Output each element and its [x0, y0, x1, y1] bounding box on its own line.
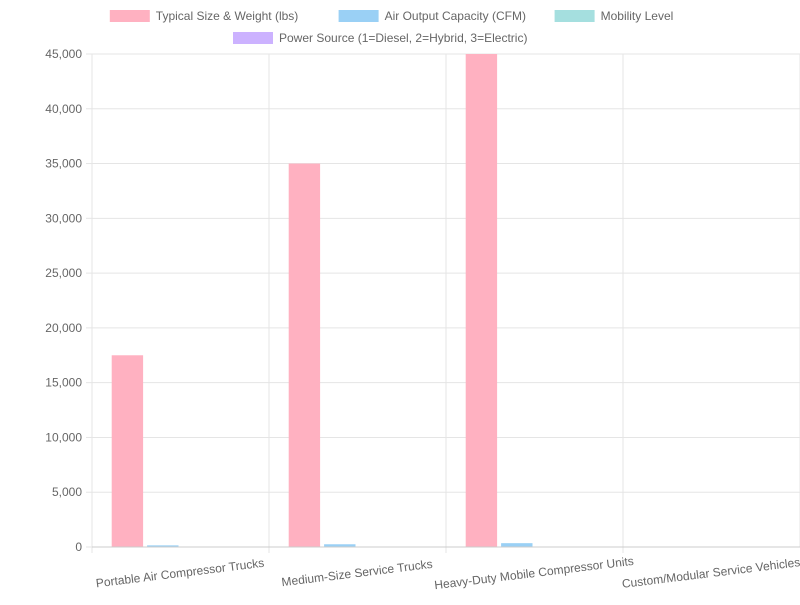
- y-tick-label: 40,000: [45, 102, 82, 116]
- legend-item: Air Output Capacity (CFM): [339, 9, 526, 23]
- legend-item: Typical Size & Weight (lbs): [110, 9, 298, 23]
- x-tick-label: Custom/Modular Service Vehicles: [621, 555, 800, 591]
- y-tick-label: 15,000: [45, 376, 82, 390]
- x-axis: Portable Air Compressor Trucks Medium-Siz…: [92, 547, 800, 592]
- y-tick-label: 0: [75, 540, 82, 554]
- bar: [112, 355, 143, 547]
- legend-swatch: [339, 10, 379, 22]
- legend-label: Mobility Level: [601, 9, 674, 23]
- y-tick-label: 35,000: [45, 157, 82, 171]
- y-tick-label: 25,000: [45, 266, 82, 280]
- legend-swatch: [555, 10, 595, 22]
- y-tick-label: 5,000: [52, 485, 82, 499]
- bar: [289, 164, 320, 547]
- y-tick-label: 45,000: [45, 47, 82, 61]
- legend-label: Power Source (1=Diesel, 2=Hybrid, 3=Elec…: [279, 31, 527, 45]
- legend-label: Air Output Capacity (CFM): [385, 9, 526, 23]
- y-tick-label: 30,000: [45, 211, 82, 225]
- x-tick-label: Heavy-Duty Mobile Compressor Units: [434, 554, 635, 592]
- y-axis: 0 5,000 10,000 15,000 20,000 25,000 30,000 35,0…: [45, 47, 92, 554]
- legend-label: Typical Size & Weight (lbs): [156, 9, 298, 23]
- y-tick-label: 10,000: [45, 430, 82, 444]
- x-tick-label: Portable Air Compressor Trucks: [95, 556, 265, 591]
- legend: Typical Size & Weight (lbs) Air Output Ca…: [110, 9, 674, 45]
- y-tick-label: 20,000: [45, 321, 82, 335]
- legend-swatch: [233, 32, 273, 44]
- legend-item: Mobility Level: [555, 9, 674, 23]
- legend-item: Power Source (1=Diesel, 2=Hybrid, 3=Elec…: [233, 31, 527, 45]
- grid-lines: [92, 54, 800, 553]
- bar: [501, 543, 532, 547]
- x-tick-label: Medium-Size Service Trucks: [281, 557, 434, 589]
- bar: [466, 54, 497, 547]
- legend-swatch: [110, 10, 150, 22]
